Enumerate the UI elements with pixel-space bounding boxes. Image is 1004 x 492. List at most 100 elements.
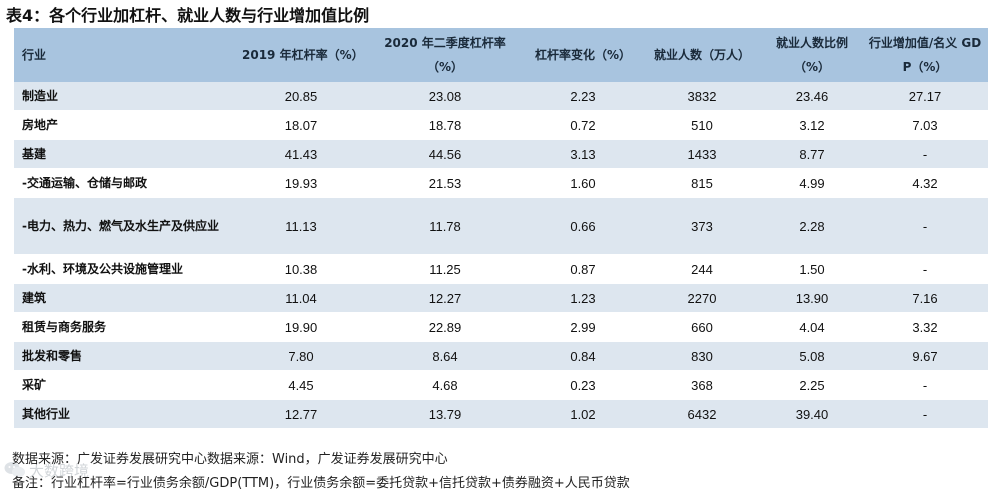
watermark-text: 大数跨境 [29,461,90,480]
header-leverage-2020q2: 2020 年二季度杠杆率（%） [366,28,524,82]
cell-leverage-2019: 19.90 [236,312,366,342]
cell-leverage-2020q2: 21.53 [366,168,524,198]
cell-industry: 制造业 [14,82,236,111]
cell-employment-share: 8.77 [762,139,862,169]
cell-leverage-2020q2: 11.78 [366,197,524,255]
cell-employment-share: 23.46 [762,82,862,111]
cell-industry: -水利、环境及公共设施管理业 [14,254,236,284]
cell-industry: 采矿 [14,370,236,400]
cell-value-added-gdp: 9.67 [862,341,988,371]
table-title: 表4：各个行业加杠杆、就业人数与行业增加值比例 [6,6,370,25]
cell-value-added-gdp: 3.32 [862,312,988,342]
cell-employment: 3832 [642,82,762,111]
cell-leverage-2019: 41.43 [236,139,366,169]
cell-employment-share: 5.08 [762,341,862,371]
industry-label: 房地产 [22,118,59,132]
cell-value-added-gdp: - [862,370,988,400]
cell-leverage-change: 3.13 [524,139,642,169]
cell-industry: 基建 [14,139,236,169]
table-row: 批发和零售 7.80 8.64 0.84 830 5.08 9.67 [14,341,988,371]
cell-industry: 批发和零售 [14,341,236,371]
header-leverage-2019: 2019 年杠杆率（%） [236,28,366,82]
cell-employment: 373 [642,197,762,255]
cell-leverage-2019: 19.93 [236,168,366,198]
cell-leverage-change: 2.99 [524,312,642,342]
cell-employment-share: 4.04 [762,312,862,342]
cell-employment: 660 [642,312,762,342]
cell-leverage-2019: 20.85 [236,82,366,111]
industry-label: 采矿 [22,378,47,392]
header-value-added-gdp: 行业增加值/名义 GDP（%） [862,28,988,82]
cell-value-added-gdp: - [862,399,988,429]
cell-employment-share: 2.25 [762,370,862,400]
cell-industry: 其他行业 [14,399,236,429]
cell-leverage-change: 0.84 [524,341,642,371]
cell-value-added-gdp: - [862,139,988,169]
cell-value-added-gdp: 27.17 [862,82,988,111]
cell-leverage-change: 0.23 [524,370,642,400]
cell-industry: -电力、热力、燃气及水生产及供应业 [14,197,236,255]
cell-leverage-change: 0.72 [524,110,642,140]
table-row: 租赁与商务服务 19.90 22.89 2.99 660 4.04 3.32 [14,312,988,342]
cell-leverage-2020q2: 4.68 [366,370,524,400]
cell-employment-share: 2.28 [762,197,862,255]
header-industry: 行业 [14,28,236,82]
table-header-row: 行业 2019 年杠杆率（%） 2020 年二季度杠杆率（%） 杠杆率变化（%）… [14,28,988,82]
cell-employment-share: 39.40 [762,399,862,429]
header-employment-share: 就业人数比例（%） [762,28,862,82]
cell-value-added-gdp: - [862,254,988,284]
cell-leverage-change: 0.66 [524,197,642,255]
cell-leverage-change: 1.60 [524,168,642,198]
cell-leverage-2019: 10.38 [236,254,366,284]
cell-leverage-2019: 7.80 [236,341,366,371]
cell-leverage-change: 1.02 [524,399,642,429]
table-row: -水利、环境及公共设施管理业 10.38 11.25 0.87 244 1.50- [14,254,988,284]
cell-industry: 房地产 [14,110,236,140]
cell-employment: 815 [642,168,762,198]
table-row: 采矿 4.45 4.68 0.23 368 2.25- [14,370,988,400]
watermark: 大数跨境 [4,458,144,482]
industry-label: -交通运输、仓储与邮政 [22,176,147,190]
cell-industry: 租赁与商务服务 [14,312,236,342]
cell-industry: 建筑 [14,283,236,313]
table-row: 制造业 20.85 23.08 2.23 3832 23.46 27.17 [14,82,988,111]
cell-leverage-2019: 18.07 [236,110,366,140]
cell-value-added-gdp: 7.16 [862,283,988,313]
cell-leverage-2020q2: 8.64 [366,341,524,371]
industry-label: -水利、环境及公共设施管理业 [22,262,183,276]
cell-employment: 830 [642,341,762,371]
cell-leverage-2020q2: 12.27 [366,283,524,313]
cell-leverage-change: 2.23 [524,82,642,111]
leverage-table: 行业 2019 年杠杆率（%） 2020 年二季度杠杆率（%） 杠杆率变化（%）… [14,28,988,429]
cell-employment: 2270 [642,283,762,313]
cell-leverage-2020q2: 11.25 [366,254,524,284]
industry-label: 批发和零售 [22,349,83,363]
table-row: -电力、热力、燃气及水生产及供应业 11.13 11.78 0.66 373 2.28- [14,197,988,255]
table-row: -交通运输、仓储与邮政 19.93 21.53 1.60 815 4.99 4.32 [14,168,988,198]
table-row: 其他行业 12.77 13.79 1.02 6432 39.40- [14,399,988,429]
industry-label: 基建 [22,147,47,161]
cell-employment: 510 [642,110,762,140]
cell-industry: -交通运输、仓储与邮政 [14,168,236,198]
cell-leverage-2019: 11.13 [236,197,366,255]
cell-employment-share: 4.99 [762,168,862,198]
cell-employment: 368 [642,370,762,400]
industry-label: 建筑 [22,291,47,305]
cell-leverage-2019: 12.77 [236,399,366,429]
cell-employment: 1433 [642,139,762,169]
cell-employment-share: 3.12 [762,110,862,140]
source-note: 数据来源：广发证券发展研究中心数据来源：Wind，广发证券发展研究中心 [12,452,448,467]
cell-employment-share: 13.90 [762,283,862,313]
industry-label: 制造业 [22,89,59,103]
cell-value-added-gdp: - [862,197,988,255]
cell-value-added-gdp: 7.03 [862,110,988,140]
cell-leverage-2020q2: 13.79 [366,399,524,429]
cell-employment-share: 1.50 [762,254,862,284]
cell-leverage-2019: 11.04 [236,283,366,313]
header-leverage-change: 杠杆率变化（%） [524,28,642,82]
cell-leverage-2020q2: 44.56 [366,139,524,169]
cell-leverage-change: 0.87 [524,254,642,284]
table-row: 建筑 11.04 12.27 1.23 2270 13.90 7.16 [14,283,988,313]
table-row: 基建 41.43 44.56 3.13 1433 8.77- [14,139,988,169]
industry-label: 其他行业 [22,407,71,421]
